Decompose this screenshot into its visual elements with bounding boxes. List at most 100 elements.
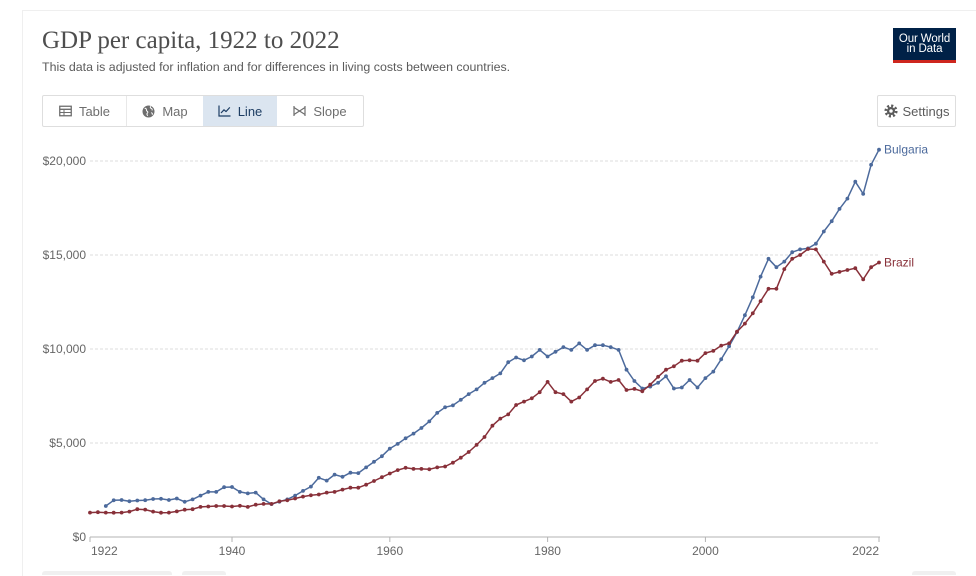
bulgaria-point bbox=[159, 496, 163, 501]
bulgaria-point bbox=[419, 426, 424, 430]
line-chart: $0 $5,000 $10,000 $15,000 $20,000 1922 1940 196… bbox=[0, 140, 976, 560]
brazil-point bbox=[427, 467, 432, 472]
logo-line-1: Our World bbox=[898, 32, 951, 45]
brazil-point bbox=[253, 502, 258, 507]
bulgaria-point bbox=[458, 397, 463, 402]
bulgaria-point bbox=[553, 349, 558, 354]
brazil-point bbox=[482, 435, 487, 439]
bulgaria-point bbox=[640, 386, 645, 391]
bulgaria-point bbox=[561, 345, 566, 349]
bulgaria-point bbox=[387, 446, 392, 451]
tab-slope[interactable]: Slope bbox=[277, 96, 363, 126]
bulgaria-point bbox=[687, 378, 692, 382]
bulgaria-point bbox=[372, 459, 376, 464]
tab-line[interactable]: Line bbox=[203, 96, 277, 126]
bulgaria-point bbox=[482, 380, 487, 385]
brazil-point bbox=[656, 374, 660, 379]
bulgaria-point bbox=[490, 376, 495, 380]
table-icon bbox=[59, 105, 72, 117]
brazil-point bbox=[687, 358, 692, 363]
brazil-point bbox=[261, 502, 266, 506]
brazil-point bbox=[245, 505, 250, 509]
brazil-point bbox=[522, 399, 526, 404]
bulgaria-point bbox=[466, 392, 471, 396]
brazil-point bbox=[316, 492, 321, 497]
brazil-point bbox=[293, 496, 297, 501]
bulgaria-point bbox=[214, 490, 219, 494]
x-tick-label: 2000 bbox=[692, 544, 719, 558]
bulgaria-point bbox=[522, 358, 526, 363]
footer-control[interactable] bbox=[42, 571, 172, 575]
brazil-point bbox=[545, 380, 550, 384]
footer-control[interactable] bbox=[912, 571, 956, 575]
bulgaria-point bbox=[245, 491, 250, 496]
bulgaria-point bbox=[340, 474, 345, 479]
brazil-point bbox=[474, 443, 479, 447]
tab-table[interactable]: Table bbox=[43, 96, 126, 126]
bulgaria-point bbox=[798, 247, 802, 252]
brazil-point bbox=[159, 510, 163, 515]
bulgaria-point bbox=[348, 470, 353, 475]
bulgaria-point bbox=[206, 490, 211, 494]
bulgaria-point bbox=[743, 313, 747, 318]
bulgaria-point bbox=[135, 498, 140, 503]
brazil-point bbox=[640, 389, 645, 394]
bulgaria-point bbox=[632, 379, 637, 383]
brazil-point bbox=[395, 468, 400, 472]
bulgaria-point bbox=[782, 259, 787, 264]
bulgaria-point bbox=[529, 354, 534, 359]
brazil-point bbox=[111, 510, 116, 515]
y-tick-label: $15,000 bbox=[43, 248, 87, 262]
brazil-point bbox=[458, 455, 463, 460]
bulgaria-point bbox=[593, 343, 597, 348]
bulgaria-point bbox=[506, 360, 511, 365]
brazil-point bbox=[451, 460, 455, 465]
brazil-point bbox=[96, 510, 100, 515]
brazil-point bbox=[127, 509, 132, 514]
bulgaria-point bbox=[624, 367, 629, 372]
brazil-point bbox=[387, 471, 392, 476]
bulgaria-point bbox=[309, 484, 313, 489]
brazil-point bbox=[135, 507, 140, 512]
brazil-point bbox=[514, 403, 518, 407]
bulgaria-point bbox=[364, 465, 368, 470]
brazil-point bbox=[372, 479, 376, 483]
brazil-point bbox=[435, 465, 440, 470]
brazil-point bbox=[380, 475, 384, 480]
bulgaria-point bbox=[230, 485, 234, 489]
bulgaria-point bbox=[877, 147, 881, 152]
x-tick-label: 1980 bbox=[534, 544, 561, 558]
brazil-line bbox=[89, 248, 880, 514]
brazil-point bbox=[143, 507, 148, 512]
brazil-point bbox=[151, 509, 156, 514]
bulgaria-point bbox=[198, 493, 203, 498]
brazil-point bbox=[443, 464, 447, 469]
brazil-point bbox=[593, 379, 597, 383]
settings-label: Settings bbox=[902, 103, 950, 119]
brazil-point bbox=[403, 465, 408, 470]
bulgaria-point bbox=[222, 485, 227, 490]
owid-logo[interactable]: Our World in Data bbox=[893, 28, 956, 63]
bulgaria-point bbox=[608, 345, 613, 349]
bulgaria-point bbox=[616, 348, 621, 352]
bulgaria-point bbox=[395, 442, 400, 446]
chart-title: GDP per capita, 1922 to 2022 bbox=[42, 27, 340, 54]
brazil-point bbox=[332, 490, 337, 494]
brazil-point bbox=[198, 505, 203, 509]
brazil-point bbox=[672, 364, 676, 369]
brazil-point bbox=[356, 485, 361, 490]
bulgaria-point bbox=[695, 385, 700, 390]
brazil-point bbox=[277, 499, 282, 504]
brazil-point bbox=[577, 395, 582, 400]
bulgaria-point bbox=[861, 192, 866, 196]
bulgaria-point bbox=[711, 369, 716, 374]
brazil-point bbox=[190, 507, 195, 512]
footer-control[interactable] bbox=[182, 571, 226, 575]
brazil-point bbox=[758, 299, 763, 303]
tab-map[interactable]: Map bbox=[126, 96, 203, 126]
globe-icon bbox=[142, 105, 155, 118]
brazil-point bbox=[506, 412, 511, 417]
settings-button[interactable]: Settings bbox=[877, 95, 956, 127]
brazil-point bbox=[238, 503, 242, 508]
logo-line-2: in Data bbox=[906, 43, 943, 55]
